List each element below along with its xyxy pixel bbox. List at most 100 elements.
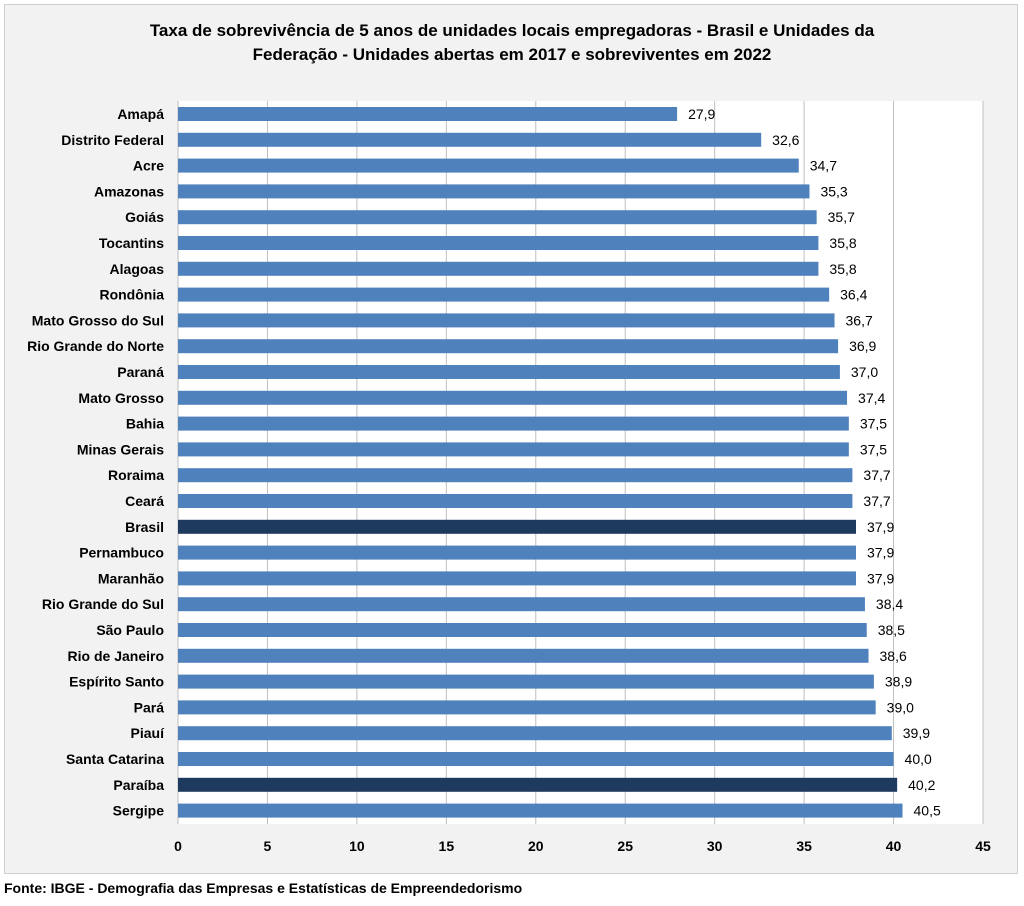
category-label: Amazonas bbox=[94, 183, 164, 199]
category-label: Minas Gerais bbox=[77, 441, 164, 457]
data-label: 37,5 bbox=[860, 441, 887, 457]
bar bbox=[178, 236, 819, 250]
category-label: Piauí bbox=[131, 725, 166, 741]
chart-title: Taxa de sobrevivência de 5 anos de unida… bbox=[5, 19, 1019, 67]
bar bbox=[178, 752, 894, 766]
category-label: Acre bbox=[133, 158, 164, 174]
data-label: 37,7 bbox=[863, 493, 890, 509]
data-label: 37,7 bbox=[863, 467, 890, 483]
bar bbox=[178, 210, 817, 225]
x-tick-label: 0 bbox=[174, 838, 182, 854]
data-label: 40,2 bbox=[908, 777, 935, 793]
category-label: Ceará bbox=[125, 493, 164, 509]
data-label: 27,9 bbox=[688, 106, 715, 122]
bar bbox=[178, 700, 876, 715]
category-label: Tocantins bbox=[99, 235, 164, 251]
bar bbox=[178, 597, 865, 612]
x-tick-label: 40 bbox=[886, 838, 902, 854]
category-label: Paraná bbox=[117, 364, 164, 380]
category-label: Distrito Federal bbox=[61, 132, 164, 148]
category-label: Goiás bbox=[125, 209, 164, 225]
bar bbox=[178, 287, 830, 302]
data-label: 39,9 bbox=[903, 725, 930, 741]
bar bbox=[178, 494, 853, 508]
bar bbox=[178, 571, 856, 586]
data-label: 35,3 bbox=[820, 183, 847, 199]
bar bbox=[178, 777, 898, 792]
data-label: 36,7 bbox=[846, 312, 873, 328]
category-label: Paraíba bbox=[113, 777, 164, 793]
category-label: São Paulo bbox=[96, 622, 164, 638]
bar bbox=[178, 648, 869, 663]
source-note: Fonte: IBGE - Demografia das Empresas e … bbox=[4, 880, 523, 896]
data-label: 37,5 bbox=[860, 416, 887, 432]
data-label: 34,7 bbox=[810, 158, 837, 174]
data-label: 36,9 bbox=[849, 338, 876, 354]
category-label: Amapá bbox=[117, 106, 164, 122]
category-label: Alagoas bbox=[110, 261, 165, 277]
data-label: 38,4 bbox=[876, 596, 903, 612]
x-tick-label: 20 bbox=[528, 838, 544, 854]
category-label: Sergipe bbox=[113, 803, 165, 819]
x-tick-label: 5 bbox=[264, 838, 272, 854]
data-label: 39,0 bbox=[887, 699, 914, 715]
category-label: Rio Grande do Norte bbox=[27, 338, 164, 354]
category-label: Mato Grosso bbox=[78, 390, 164, 406]
category-label: Espírito Santo bbox=[69, 674, 164, 690]
data-label: 40,5 bbox=[914, 803, 941, 819]
data-label: 37,9 bbox=[867, 570, 894, 586]
data-label: 35,8 bbox=[829, 261, 856, 277]
x-tick-label: 35 bbox=[796, 838, 812, 854]
data-label: 35,7 bbox=[828, 209, 855, 225]
category-label: Rio de Janeiro bbox=[68, 648, 164, 664]
bar bbox=[178, 158, 799, 173]
bar bbox=[178, 726, 892, 741]
data-label: 38,6 bbox=[880, 648, 907, 664]
bar bbox=[178, 390, 848, 405]
bar bbox=[178, 365, 840, 379]
bar bbox=[178, 132, 762, 147]
category-label: Rio Grande do Sul bbox=[42, 596, 164, 612]
data-label: 35,8 bbox=[829, 235, 856, 251]
bar bbox=[178, 107, 678, 121]
category-label: Brasil bbox=[125, 519, 164, 535]
x-tick-label: 45 bbox=[975, 838, 991, 854]
bar bbox=[178, 416, 849, 431]
data-label: 36,4 bbox=[840, 287, 867, 303]
data-label: 38,5 bbox=[878, 622, 905, 638]
data-label: 40,0 bbox=[905, 751, 932, 767]
data-label: 37,0 bbox=[851, 364, 878, 380]
data-label: 32,6 bbox=[772, 132, 799, 148]
data-label: 37,9 bbox=[867, 545, 894, 561]
bar bbox=[178, 261, 819, 276]
category-label: Maranhão bbox=[98, 570, 164, 586]
data-label: 37,9 bbox=[867, 519, 894, 535]
bar bbox=[178, 339, 839, 354]
bar bbox=[178, 442, 849, 457]
x-tick-label: 10 bbox=[349, 838, 365, 854]
category-label: Santa Catarina bbox=[66, 751, 164, 767]
x-tick-label: 15 bbox=[439, 838, 455, 854]
bar bbox=[178, 184, 810, 199]
chart-title-line-2: Federação - Unidades abertas em 2017 e s… bbox=[252, 45, 772, 64]
bar bbox=[178, 545, 856, 560]
bar bbox=[178, 803, 903, 818]
plot-area bbox=[178, 101, 983, 824]
chart-title-line-1: Taxa de sobrevivência de 5 anos de unida… bbox=[149, 21, 875, 40]
x-tick-label: 25 bbox=[617, 838, 633, 854]
category-label: Rondônia bbox=[99, 287, 164, 303]
x-tick-label: 30 bbox=[707, 838, 723, 854]
bar bbox=[178, 674, 874, 689]
data-label: 37,4 bbox=[858, 390, 885, 406]
category-label: Roraima bbox=[108, 467, 164, 483]
bar bbox=[178, 623, 867, 637]
category-label: Bahia bbox=[126, 416, 164, 432]
bar bbox=[178, 313, 835, 328]
bar bbox=[178, 519, 856, 534]
category-label: Pará bbox=[134, 699, 165, 715]
category-label: Mato Grosso do Sul bbox=[32, 312, 164, 328]
data-label: 38,9 bbox=[885, 674, 912, 690]
bar bbox=[178, 468, 853, 483]
category-label: Pernambuco bbox=[79, 545, 164, 561]
